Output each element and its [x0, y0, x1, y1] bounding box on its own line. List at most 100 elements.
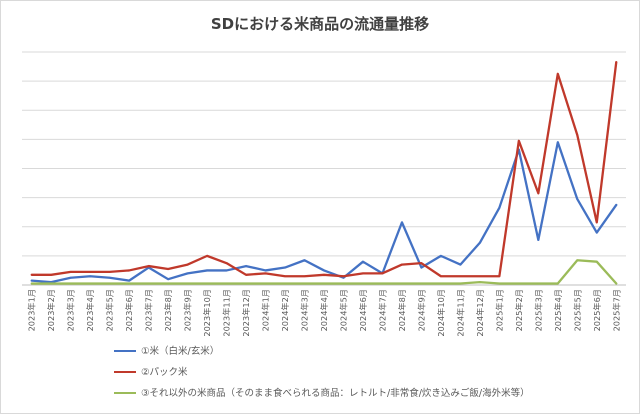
data-point: [245, 265, 247, 267]
x-tick-label: 2023年9月: [183, 289, 193, 331]
x-tick-label: 2024年6月: [358, 289, 368, 331]
x-tick-label: 2023年10月: [202, 289, 212, 337]
data-point: [595, 221, 598, 224]
data-point: [69, 271, 72, 273]
x-tick-label: 2025年7月: [611, 289, 621, 331]
data-point: [206, 282, 208, 285]
data-point: [225, 262, 228, 264]
data-point: [186, 282, 189, 285]
x-tick-label: 2023年4月: [85, 289, 95, 331]
x-tick-label: 2025年1月: [494, 289, 504, 331]
data-point: [89, 275, 91, 278]
data-point: [206, 269, 208, 272]
x-tick-label: 2025年3月: [533, 289, 543, 331]
data-point: [50, 282, 53, 285]
x-tick-label: 2024年8月: [397, 289, 407, 331]
data-point: [128, 279, 130, 282]
data-point: [323, 282, 325, 285]
x-tick-label: 2023年3月: [66, 289, 76, 331]
x-tick-label: 2024年9月: [416, 289, 426, 331]
data-point: [206, 255, 208, 257]
data-point: [401, 282, 403, 285]
data-point: [167, 278, 169, 280]
data-point: [50, 274, 53, 276]
data-point: [459, 275, 462, 278]
data-point: [186, 263, 189, 266]
data-point: [557, 282, 559, 285]
data-point: [167, 268, 169, 270]
data-point: [303, 275, 306, 278]
data-point: [284, 282, 286, 285]
x-tick-label: 2025年4月: [553, 289, 563, 331]
data-point: [479, 275, 481, 278]
legend-swatch: [114, 392, 136, 394]
data-point: [362, 282, 364, 285]
x-tick-label: 2023年8月: [163, 289, 173, 331]
data-point: [537, 192, 540, 195]
data-point: [615, 282, 618, 285]
x-tick-label: 2024年12月: [475, 289, 485, 337]
data-point: [381, 282, 384, 285]
x-tick-label: 2023年7月: [144, 289, 154, 331]
data-point: [595, 260, 598, 263]
data-point: [264, 269, 267, 272]
data-point: [420, 266, 423, 269]
data-point: [245, 282, 247, 285]
x-tick-label: 2023年5月: [105, 289, 115, 331]
data-point: [30, 279, 33, 282]
legend-label: ③それ以外の米商品（そのまま食べられる商品：レトルト/非常食/炊き込みご飯/海外…: [141, 388, 530, 399]
data-point: [381, 272, 384, 275]
data-point: [284, 266, 286, 269]
x-tick-label: 2023年12月: [241, 289, 251, 337]
data-point: [245, 274, 247, 276]
chart-title: SDにおける米商品の流通量推移: [210, 15, 430, 33]
data-point: [225, 269, 228, 272]
x-tick-label: 2023年1月: [27, 289, 37, 331]
data-point: [89, 282, 91, 285]
data-point: [459, 282, 462, 285]
data-point: [401, 263, 403, 266]
data-point: [498, 282, 501, 285]
data-point: [69, 282, 72, 285]
data-point: [167, 282, 169, 285]
x-tick-label: 2024年3月: [300, 289, 310, 331]
data-point: [186, 272, 189, 275]
x-tick-label: 2025年6月: [592, 289, 602, 331]
data-point: [498, 207, 501, 209]
data-point: [303, 282, 306, 285]
data-point: [147, 282, 150, 285]
data-point: [342, 282, 345, 285]
data-point: [537, 282, 540, 285]
data-point: [323, 274, 325, 276]
series-line-1: [30, 141, 618, 284]
data-point: [518, 282, 520, 285]
data-point: [576, 259, 579, 262]
data-point: [557, 141, 559, 144]
data-point: [576, 198, 579, 200]
legend-label: ①米（白米/玄米）: [141, 346, 220, 357]
data-point: [362, 272, 364, 275]
x-tick-label: 2023年6月: [124, 289, 134, 331]
x-tick-label: 2024年11月: [455, 289, 465, 337]
data-point: [362, 260, 364, 263]
data-point: [576, 134, 579, 136]
data-point: [615, 204, 618, 206]
data-point: [518, 140, 520, 142]
data-point: [401, 221, 403, 224]
x-tick-label: 2024年2月: [280, 289, 290, 331]
data-point: [459, 263, 462, 266]
x-tick-label: 2024年4月: [319, 289, 329, 331]
data-point: [557, 73, 559, 75]
x-tick-label: 2024年1月: [261, 289, 271, 331]
data-point: [537, 239, 540, 241]
data-point: [498, 275, 501, 278]
data-point: [323, 269, 325, 272]
series-line-2: [30, 61, 618, 278]
data-point: [342, 275, 345, 278]
data-point: [108, 282, 111, 285]
data-point: [30, 274, 33, 276]
data-point: [30, 282, 33, 285]
data-point: [225, 282, 228, 285]
data-point: [479, 281, 481, 283]
